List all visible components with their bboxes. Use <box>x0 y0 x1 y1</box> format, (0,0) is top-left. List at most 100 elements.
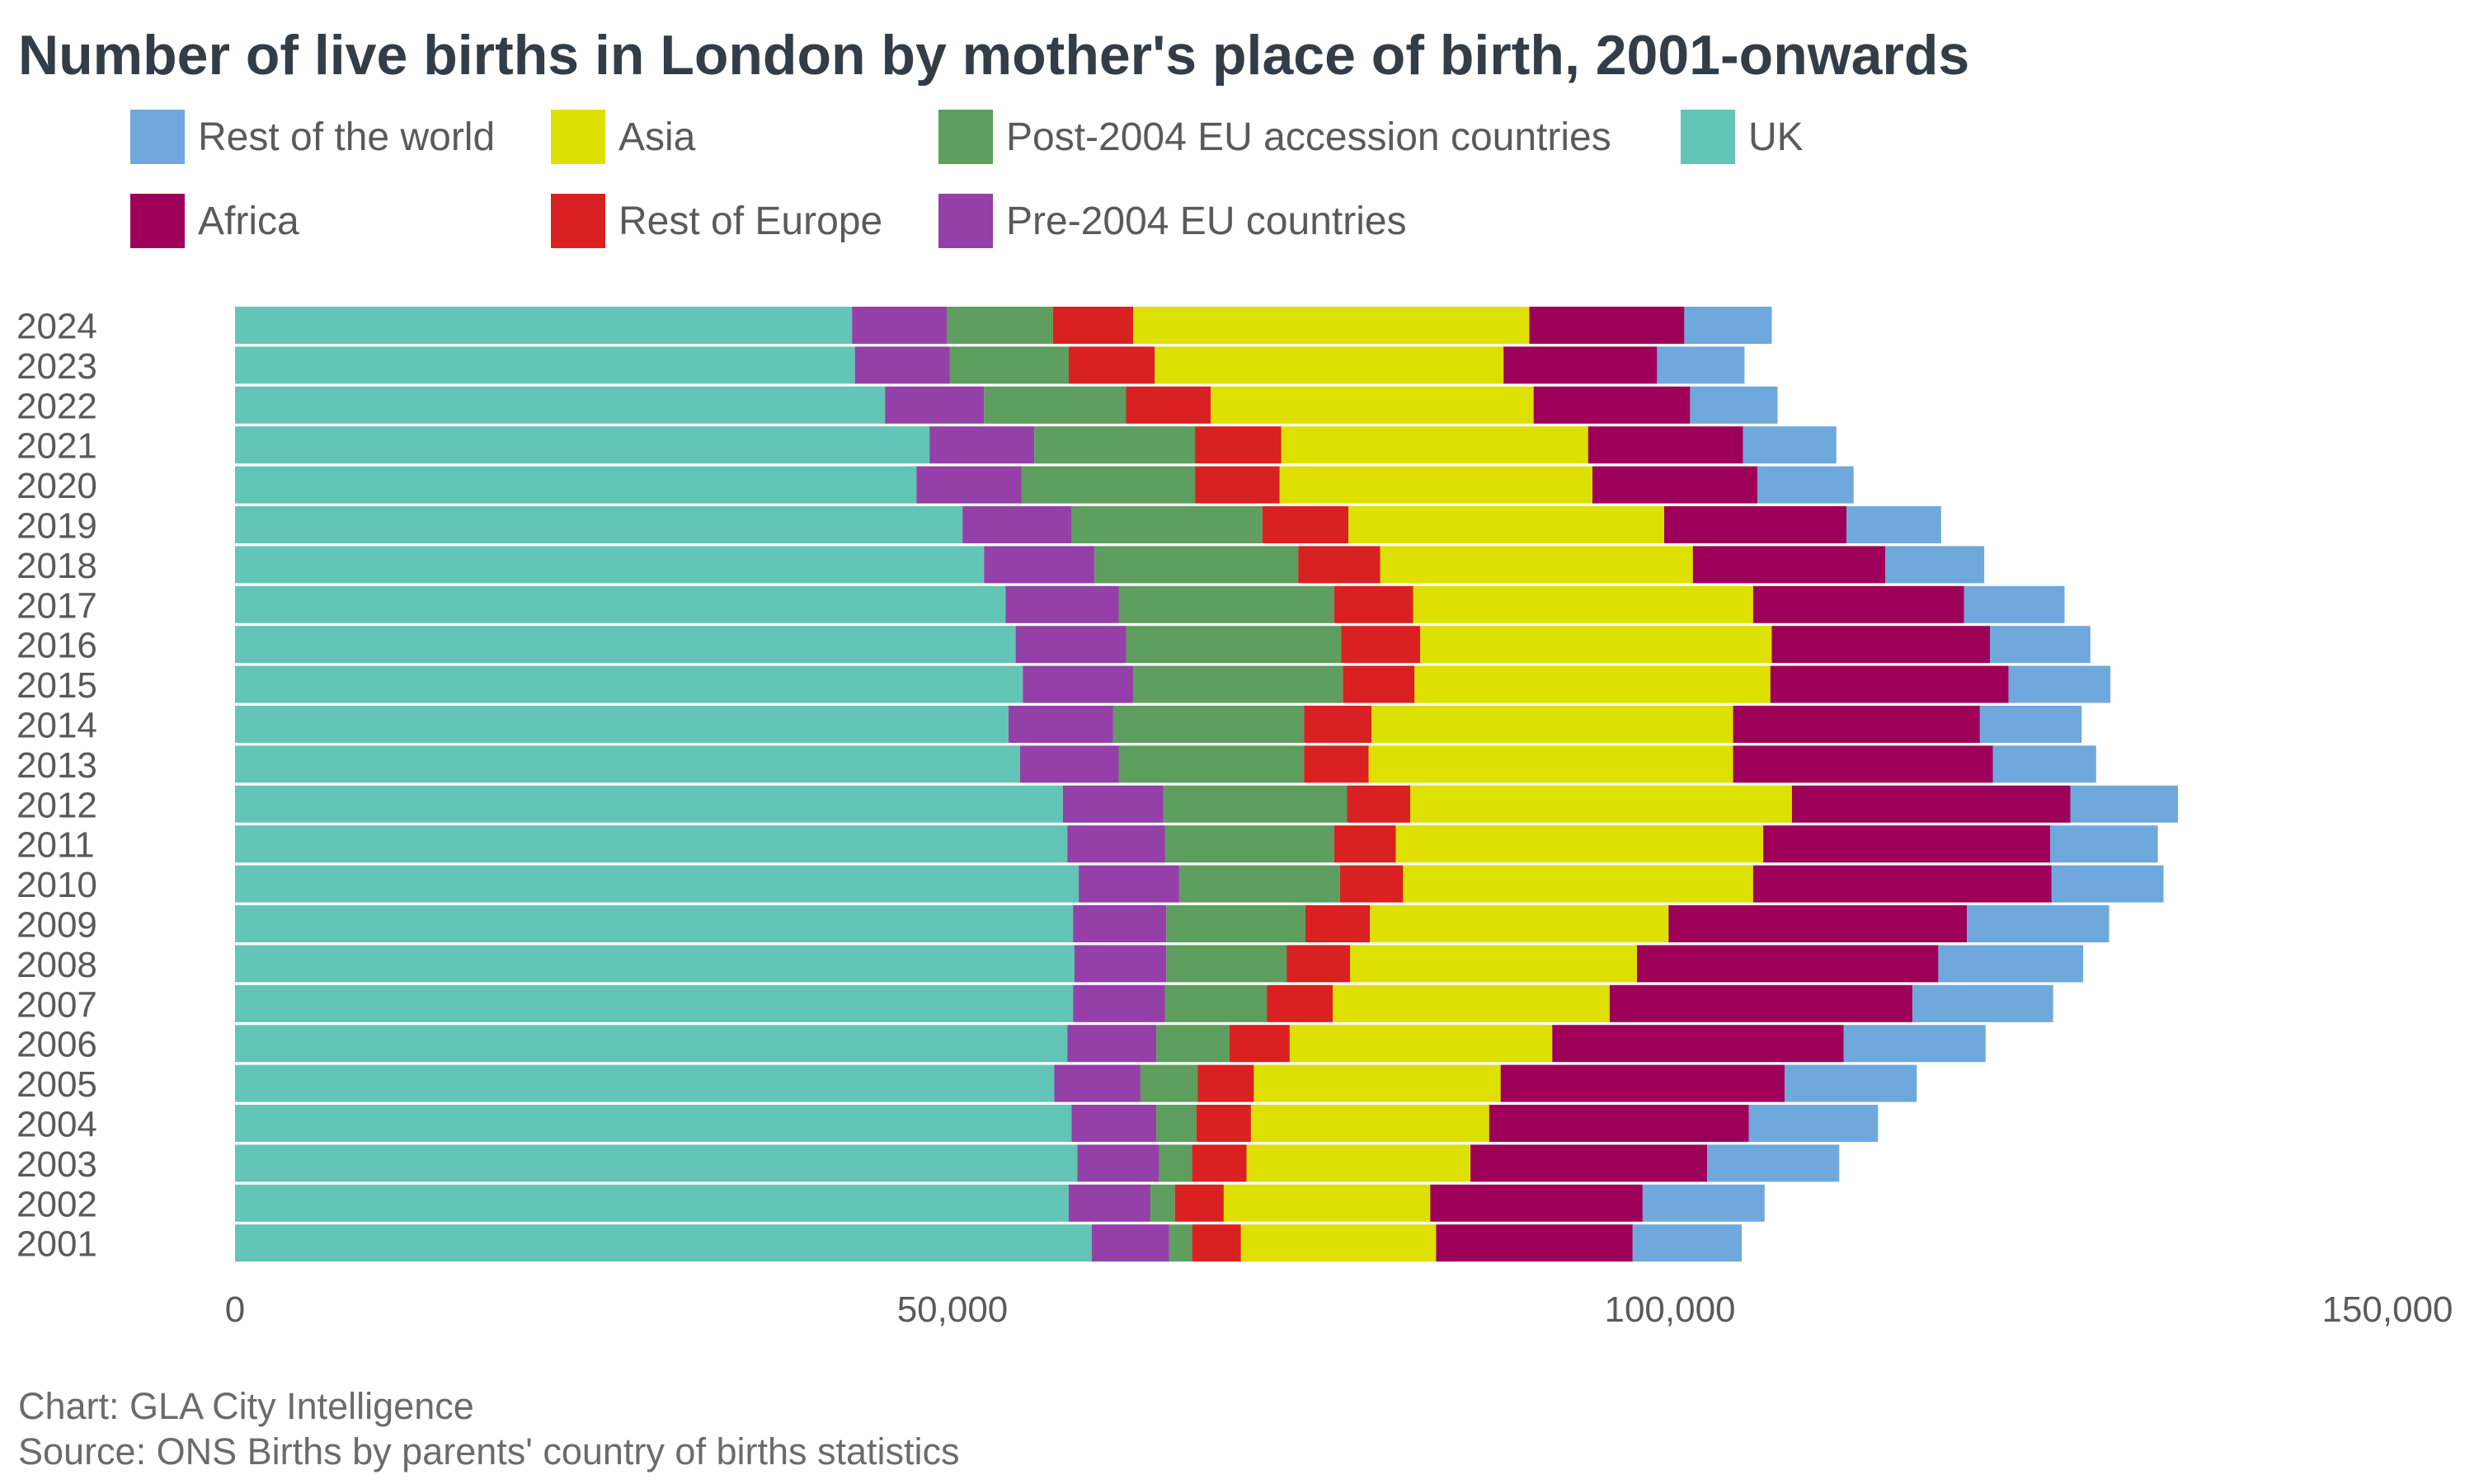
bar-segment-2021-africa <box>1587 426 1743 464</box>
bar-segment-2021-post-2004-eu-accession-countries <box>1034 426 1196 464</box>
bar-segment-2015-rest-of-the-world <box>2008 665 2111 703</box>
legend-label-post-2004-eu: Post-2004 EU accession countries <box>1006 115 1611 159</box>
legend-item-uk: UK <box>1681 110 1804 164</box>
legend-label-rest-of-europe: Rest of Europe <box>618 199 883 243</box>
bar-segment-2007-uk <box>235 984 1074 1022</box>
bar-segment-2017-pre-2004-eu-countries <box>1005 585 1119 623</box>
bar-segment-2002-asia <box>1223 1184 1431 1222</box>
bar-segment-2024-rest-of-the-world <box>1684 307 1772 344</box>
bar-segment-2008-post-2004-eu-accession-countries <box>1166 945 1287 983</box>
bar-segment-2015-asia <box>1414 665 1771 703</box>
y-tick-label-2001: 2001 <box>16 1224 97 1265</box>
bar-segment-2020-uk <box>235 466 917 504</box>
legend-swatch-asia <box>551 110 605 164</box>
bar-segment-2001-rest-of-the-world <box>1632 1224 1742 1262</box>
bar-segment-2005-rest-of-europe <box>1197 1064 1254 1102</box>
bar-segment-2018-post-2004-eu-accession-countries <box>1094 546 1299 584</box>
y-tick-label-2016: 2016 <box>16 626 97 666</box>
bar-segment-2017-rest-of-europe <box>1333 585 1413 623</box>
y-tick-label-2021: 2021 <box>16 426 97 467</box>
legend-item-rest-of-europe: Rest of Europe <box>551 194 882 248</box>
bar-segment-2010-post-2004-eu-accession-countries <box>1178 865 1340 903</box>
bar-segment-2018-rest-of-europe <box>1298 546 1380 584</box>
bar-segment-2011-rest-of-europe <box>1333 825 1396 863</box>
legend-item-rest-of-world: Rest of the world <box>130 110 495 164</box>
bar-segment-2016-asia <box>1420 626 1772 664</box>
bar-segment-2009-rest-of-the-world <box>1967 905 2109 942</box>
y-tick-label-2017: 2017 <box>16 585 97 626</box>
bar-segment-2002-pre-2004-eu-countries <box>1068 1184 1151 1222</box>
bar-segment-2017-rest-of-the-world <box>1964 585 2065 623</box>
bar-segment-2019-africa <box>1664 506 1846 543</box>
y-tick-label-2023: 2023 <box>16 346 97 387</box>
bar-segment-2001-rest-of-europe <box>1192 1224 1241 1262</box>
bar-segment-2018-pre-2004-eu-countries <box>984 546 1095 584</box>
bar-segment-2003-uk <box>235 1144 1078 1182</box>
bar-segment-2022-pre-2004-eu-countries <box>885 386 985 424</box>
x-tick-label-150000: 150,000 <box>2321 1289 2453 1330</box>
bar-segment-2017-post-2004-eu-accession-countries <box>1118 585 1334 623</box>
bar-segment-2019-rest-of-europe <box>1262 506 1349 543</box>
bar-segment-2009-africa <box>1668 905 1968 942</box>
bar-segment-2001-asia <box>1240 1224 1437 1262</box>
bar-segment-2018-uk <box>235 546 985 584</box>
bar-segment-2007-rest-of-europe <box>1267 984 1333 1022</box>
bar-segment-2004-rest-of-europe <box>1196 1105 1251 1142</box>
legend-swatch-post-2004-eu <box>938 110 993 164</box>
bar-segment-2004-africa <box>1489 1105 1749 1142</box>
bar-segment-2001-africa <box>1436 1224 1633 1262</box>
bar-segment-2010-rest-of-the-world <box>2051 865 2164 903</box>
bar-segment-2019-rest-of-the-world <box>1846 506 1941 543</box>
y-tick-label-2024: 2024 <box>16 307 97 347</box>
bar-segment-2003-pre-2004-eu-countries <box>1077 1144 1159 1182</box>
bar-segment-2012-pre-2004-eu-countries <box>1063 785 1164 823</box>
bar-segment-2013-rest-of-europe <box>1304 745 1369 783</box>
bar-segment-2004-uk <box>235 1105 1072 1142</box>
bar-segment-2015-africa <box>1770 665 2009 703</box>
bar-segment-2006-asia <box>1289 1025 1553 1063</box>
bar-segment-2012-uk <box>235 785 1063 823</box>
legend-label-asia: Asia <box>618 115 696 159</box>
bar-segment-2019-post-2004-eu-accession-countries <box>1071 506 1263 543</box>
y-tick-label-2022: 2022 <box>16 386 97 426</box>
bar-segment-2009-post-2004-eu-accession-countries <box>1166 905 1306 942</box>
bar-segment-2010-asia <box>1403 865 1753 903</box>
bar-segment-2003-asia <box>1246 1144 1471 1182</box>
legend-swatch-rest-of-europe <box>551 194 605 248</box>
bar-segment-2015-uk <box>235 665 1023 703</box>
legend-label-uk: UK <box>1748 115 1804 159</box>
bar-segment-2021-rest-of-europe <box>1195 426 1282 464</box>
bar-segment-2009-pre-2004-eu-countries <box>1073 905 1167 942</box>
legend: Rest of the world Asia Post-2004 EU acce… <box>0 0 2474 264</box>
bar-segment-2009-rest-of-europe <box>1305 905 1371 942</box>
bar-segment-2013-uk <box>235 745 1020 783</box>
bar-segment-2017-africa <box>1752 585 1964 623</box>
bar-segment-2014-rest-of-the-world <box>1979 706 2082 743</box>
bar-segment-2003-post-2004-eu-accession-countries <box>1159 1144 1192 1182</box>
bar-segment-2012-rest-of-the-world <box>2070 785 2178 823</box>
bar-segment-2009-uk <box>235 905 1074 942</box>
bar-segment-2011-africa <box>1763 825 2051 863</box>
bar-segment-2006-pre-2004-eu-countries <box>1067 1025 1157 1063</box>
bar-segment-2011-uk <box>235 825 1068 863</box>
bar-segment-2007-africa <box>1609 984 1912 1022</box>
bar-segment-2006-uk <box>235 1025 1068 1063</box>
bar-segment-2017-asia <box>1413 585 1753 623</box>
legend-label-africa: Africa <box>198 199 299 243</box>
bar-segment-2008-rest-of-europe <box>1286 945 1350 983</box>
bar-segment-2005-pre-2004-eu-countries <box>1054 1064 1141 1102</box>
bar-segment-2006-post-2004-eu-accession-countries <box>1156 1025 1230 1063</box>
bar-segment-2023-asia <box>1155 346 1504 384</box>
bar-segment-2001-pre-2004-eu-countries <box>1091 1224 1169 1262</box>
y-tick-label-2011: 2011 <box>16 825 95 866</box>
legend-item-asia: Asia <box>551 110 695 164</box>
bar-segment-2008-asia <box>1350 945 1637 983</box>
x-tick-label-0: 0 <box>225 1289 245 1330</box>
bar-segment-2016-post-2004-eu-accession-countries <box>1126 626 1342 664</box>
legend-swatch-uk <box>1681 110 1735 164</box>
y-tick-label-2007: 2007 <box>16 984 97 1025</box>
bar-segment-2014-uk <box>235 706 1009 743</box>
bar-segment-2008-rest-of-the-world <box>1938 945 2084 983</box>
chart-source: Source: ONS Births by parents' country o… <box>18 1430 960 1472</box>
legend-label-pre-2004-eu: Pre-2004 EU countries <box>1006 199 1407 243</box>
